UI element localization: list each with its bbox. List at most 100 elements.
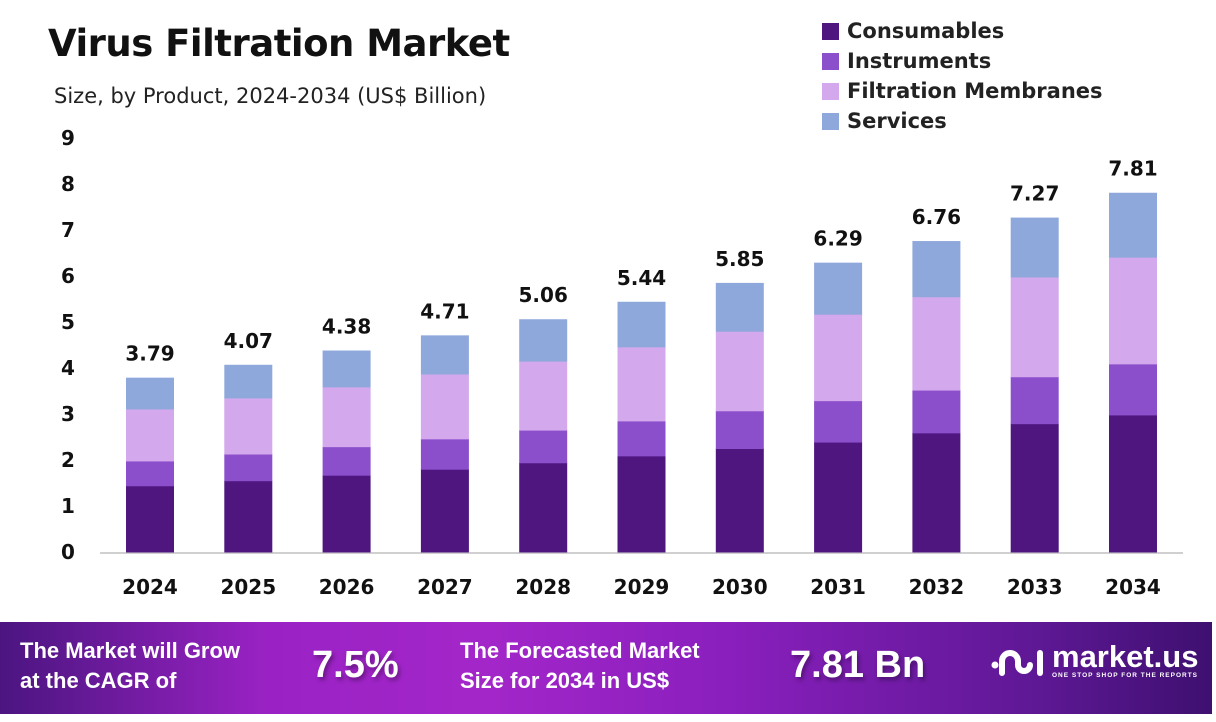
legend: Consumables Instruments Filtration Membr… <box>822 16 1103 136</box>
bar-segment-filtration-membranes <box>519 361 568 431</box>
bar-segment-consumables <box>322 475 371 553</box>
data-label-total: 4.71 <box>420 299 469 323</box>
legend-swatch <box>822 112 839 130</box>
bar-segment-instruments <box>814 400 863 443</box>
legend-item-filtration-membranes: Filtration Membranes <box>822 76 1103 106</box>
stacked-bar-chart: 0 1 2 3 4 5 6 7 8 9 3.79 2024 4.07 2025 4.38 2026 4.71 20… <box>61 126 1183 599</box>
x-tick-label: 2030 <box>712 575 768 599</box>
data-label-total: 6.76 <box>912 205 961 229</box>
bar-segment-instruments <box>420 438 469 470</box>
chart-title: Virus Filtration Market <box>48 22 510 65</box>
data-label-total: 7.81 <box>1108 157 1157 181</box>
bar-segment-instruments <box>617 420 666 457</box>
y-tick-label: 9 <box>61 126 75 150</box>
bar-segment-services <box>1109 192 1157 258</box>
bar-segment-consumables <box>617 455 666 553</box>
bar-segment-services <box>814 262 863 315</box>
data-label-total: 6.29 <box>813 227 862 251</box>
y-tick-label: 8 <box>61 172 75 196</box>
summary-banner: The Market will Grow at the CAGR of 7.5%… <box>0 622 1212 714</box>
bar-segment-filtration-membranes <box>126 408 174 462</box>
cagr-label-line1: The Market will Grow <box>20 638 241 663</box>
data-label-total: 7.27 <box>1010 182 1059 206</box>
bar-segment-instruments <box>1109 363 1157 416</box>
bar-segment-consumables <box>814 442 863 553</box>
cagr-label-line2: at the CAGR of <box>20 668 177 693</box>
y-tick-label: 5 <box>61 310 75 334</box>
bar-segment-filtration-membranes <box>814 314 863 402</box>
bar-segment-services <box>912 241 961 298</box>
bar-segment-services <box>519 319 568 362</box>
bar-segment-filtration-membranes <box>322 386 371 448</box>
forecast-label-line1: The Forecasted Market <box>460 638 700 663</box>
bar-segment-services <box>617 301 666 348</box>
forecast-label-line2: Size for 2034 in US$ <box>460 668 670 693</box>
x-tick-label: 2032 <box>909 575 965 599</box>
bar-segment-filtration-membranes <box>1010 276 1059 378</box>
logo-tagline: ONE STOP SHOP FOR THE REPORTS <box>1052 672 1199 679</box>
data-label-total: 5.06 <box>519 283 568 307</box>
y-tick-label: 7 <box>61 218 75 242</box>
legend-item-consumables: Consumables <box>822 16 1103 46</box>
bar-segment-filtration-membranes <box>1109 257 1157 365</box>
legend-swatch <box>822 82 839 100</box>
bar-segment-consumables <box>912 432 961 553</box>
x-tick-label: 2025 <box>220 575 276 599</box>
legend-swatch <box>822 52 839 70</box>
bar-segment-instruments <box>224 454 273 482</box>
data-label-total: 4.07 <box>224 329 273 353</box>
bar-segment-services <box>420 335 469 375</box>
y-tick-label: 4 <box>61 356 75 380</box>
logo-icon <box>991 649 1043 676</box>
logo-name: market.us <box>1052 639 1199 674</box>
data-label-total: 4.38 <box>322 315 371 339</box>
bar-segment-instruments <box>715 410 764 449</box>
legend-label: Consumables <box>847 19 1005 43</box>
forecast-value: 7.81 Bn <box>790 644 926 686</box>
bar-segment-consumables <box>519 462 568 553</box>
bar-segment-filtration-membranes <box>715 331 764 412</box>
legend-item-instruments: Instruments <box>822 46 1103 76</box>
bar-segment-filtration-membranes <box>617 346 666 422</box>
x-tick-label: 2027 <box>417 575 473 599</box>
x-tick-label: 2031 <box>810 575 866 599</box>
bar-segment-consumables <box>126 485 174 553</box>
cagr-label: The Market will Grow at the CAGR of <box>20 636 240 696</box>
market-us-logo: market.us ONE STOP SHOP FOR THE REPORTS <box>990 639 1199 679</box>
bar-segment-filtration-membranes <box>224 397 273 455</box>
bar-segment-consumables <box>715 448 764 553</box>
bar-segment-instruments <box>912 390 961 434</box>
bar-segment-services <box>224 364 273 399</box>
bar-segment-consumables <box>1109 414 1157 553</box>
bar-segment-filtration-membranes <box>420 373 469 440</box>
data-label-total: 5.44 <box>617 266 666 290</box>
x-tick-label: 2024 <box>122 575 178 599</box>
bar-segment-instruments <box>519 430 568 464</box>
x-tick-label: 2029 <box>614 575 670 599</box>
legend-label: Filtration Membranes <box>847 79 1103 103</box>
bar-segment-consumables <box>1010 423 1059 553</box>
x-tick-label: 2033 <box>1007 575 1063 599</box>
legend-label: Instruments <box>847 49 992 73</box>
forecast-label: The Forecasted Market Size for 2034 in U… <box>460 636 700 696</box>
x-tick-label: 2034 <box>1105 575 1161 599</box>
legend-label: Services <box>847 109 947 133</box>
bar-segment-consumables <box>420 469 469 553</box>
bar-segment-services <box>1010 217 1059 278</box>
y-tick-label: 0 <box>61 540 75 564</box>
bar-segment-consumables <box>224 480 273 553</box>
cagr-value: 7.5% <box>312 644 399 686</box>
x-tick-label: 2028 <box>515 575 571 599</box>
bar-segment-services <box>715 282 764 332</box>
bar-segment-instruments <box>1010 376 1059 425</box>
chart-subtitle: Size, by Product, 2024-2034 (US$ Billion… <box>54 84 487 108</box>
bar-segment-services <box>126 377 174 410</box>
bar-segment-filtration-membranes <box>912 296 961 391</box>
y-tick-label: 6 <box>61 264 75 288</box>
y-tick-label: 2 <box>61 448 75 472</box>
bar-segment-instruments <box>322 446 371 476</box>
data-label-total: 5.85 <box>715 247 764 271</box>
bar-segment-instruments <box>126 460 174 487</box>
legend-swatch <box>822 22 839 40</box>
x-tick-label: 2026 <box>319 575 375 599</box>
